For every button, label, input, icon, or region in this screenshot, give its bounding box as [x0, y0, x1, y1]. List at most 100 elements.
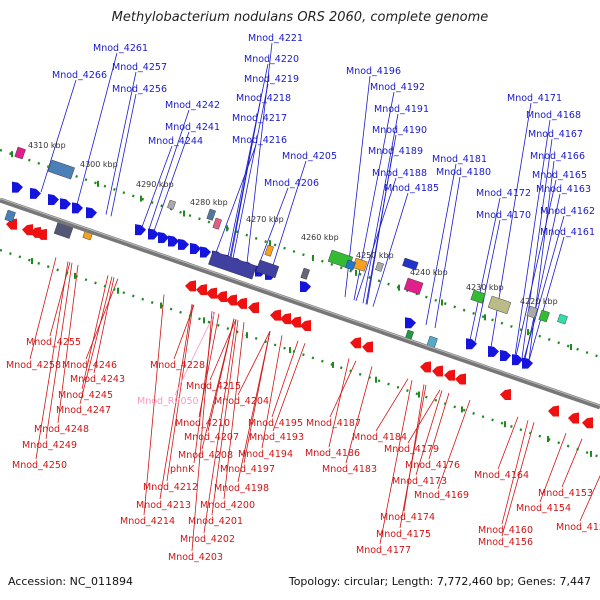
leader-bottom — [81, 275, 109, 390]
gene-label-top: Mnod_4165 — [532, 170, 587, 181]
gene-label-bottom: Mnod_4228 — [150, 360, 205, 371]
gene-label-bottom: Mnod_4193 — [249, 432, 304, 443]
forward-gene — [72, 202, 83, 214]
reverse-gene — [248, 302, 259, 314]
feature-box — [526, 305, 538, 319]
leader-bottom — [203, 319, 237, 534]
leader-bottom — [272, 343, 306, 432]
leader-bottom — [261, 335, 283, 449]
leader-top — [153, 131, 190, 232]
leader-bottom — [501, 420, 529, 525]
feature-box — [206, 208, 216, 221]
gene-label-bottom: Mnod_4255 — [26, 337, 81, 348]
leader-bottom — [201, 318, 235, 450]
forward-gene — [178, 238, 189, 250]
leader-top — [141, 145, 173, 228]
leader-bottom — [501, 422, 535, 537]
gene-label-top: Mnod_4191 — [374, 104, 429, 115]
kbp-label: 4290 kbp — [136, 180, 174, 189]
forward-gene — [522, 357, 533, 369]
leader-top — [425, 163, 457, 326]
backbone-line — [0, 197, 600, 410]
leader-bottom — [579, 475, 600, 522]
leader-bottom — [271, 340, 299, 418]
feature-box — [255, 259, 280, 279]
leader-bottom — [159, 304, 193, 500]
gene-label-top: Mnod_4244 — [148, 136, 203, 147]
gene-label-bottom: Mnod_4187 — [306, 418, 361, 429]
leader-bottom — [191, 311, 213, 552]
gene-label-bottom: Mnod_4156 — [478, 537, 533, 548]
leader-top — [474, 219, 501, 342]
feature-box — [212, 217, 222, 230]
forward-gene — [466, 338, 477, 350]
kbp-label: 4300 kbp — [80, 160, 118, 169]
kbp-label: 4280 kbp — [190, 198, 228, 207]
leader-top — [355, 177, 397, 301]
feature-box — [4, 209, 16, 223]
kbp-labels: 4310 kbp 4300 kbp 4290 kbp 4280 kbp 4270 kbp… — [28, 141, 558, 306]
accession-text: Accession: NC_011894 — [8, 575, 133, 588]
leader-top — [524, 193, 561, 360]
forward-gene — [135, 224, 146, 236]
reverse-gene — [568, 412, 579, 424]
gene-label-top: Mnod_4241 — [165, 122, 220, 133]
gene-label-bottom: Mnod_4198 — [214, 483, 269, 494]
leader-top — [372, 192, 409, 307]
gene-label-top: Mnod_4190 — [372, 125, 427, 136]
gene-label-top: Mnod_4218 — [236, 93, 291, 104]
gene-label-bottom: phnK — [170, 464, 195, 475]
leader-bottom — [497, 416, 519, 470]
leader-bottom — [328, 358, 350, 448]
gene-label-top: Mnod_4168 — [526, 110, 581, 121]
leader-bottom — [539, 433, 567, 503]
gene-features — [4, 146, 593, 429]
feature-box — [403, 277, 424, 295]
gene-label-top: Mnod_4180 — [436, 167, 491, 178]
gene-label-bottom: Mnod_4258 — [6, 360, 61, 371]
gene-label-bottom: Mnod_4215 — [186, 381, 241, 392]
gene-label-bottom: Mnod_4184 — [352, 432, 407, 443]
leader-top — [230, 122, 257, 258]
genome-backbone — [0, 197, 600, 410]
forward-gene — [30, 187, 41, 199]
forward-gene — [200, 246, 211, 258]
leader-top — [232, 83, 269, 259]
gene-label-bottom: Mnod_4154 — [516, 503, 571, 514]
leader-top — [515, 179, 557, 357]
kbp-label: 4310 kbp — [28, 141, 66, 150]
leader-top — [490, 102, 532, 348]
gene-label-top: Mnod_4192 — [370, 82, 425, 93]
leader-bottom — [375, 378, 409, 432]
gene-label-bottom: Mnod_4153 — [538, 488, 593, 499]
gene-label-bottom: Mnod_4194 — [238, 449, 293, 460]
reverse-gene — [236, 297, 247, 309]
gene-label-bottom: Mnod_4212 — [143, 482, 198, 493]
leader-top — [469, 197, 501, 341]
gene-label-bottom: Mnod_4179 — [384, 444, 439, 455]
gene-label-top: Mnod_4261 — [93, 43, 148, 54]
feature-box — [300, 267, 310, 280]
leader-bottom — [93, 277, 115, 374]
summary-text: Topology: circular; Length: 7,772,460 bp… — [288, 575, 591, 588]
feature-box — [470, 289, 486, 304]
gene-label-top: Mnod_4257 — [112, 62, 167, 73]
leader-top — [105, 71, 137, 215]
leader-top — [521, 138, 553, 359]
feature-box — [538, 309, 550, 323]
feature-box — [167, 199, 176, 210]
gene-label-bottom: Mnod_4246 — [62, 360, 117, 371]
gene-label-top: Mnod_4189 — [368, 146, 423, 157]
reverse-gene — [582, 417, 593, 429]
reverse-gene — [206, 287, 217, 299]
leader-bottom — [143, 294, 165, 516]
leader-bottom — [211, 320, 239, 516]
leader-bottom — [29, 257, 57, 360]
gene-label-bottom: Mnod_4202 — [180, 534, 235, 545]
gene-label-top: Mnod_4206 — [264, 178, 319, 189]
kbp-label: 4240 kbp — [410, 268, 448, 277]
gene-label-bottom: Mnod_4203 — [168, 552, 223, 563]
leader-bottom — [85, 278, 119, 360]
kbp-label: 4230 kbp — [466, 283, 504, 292]
